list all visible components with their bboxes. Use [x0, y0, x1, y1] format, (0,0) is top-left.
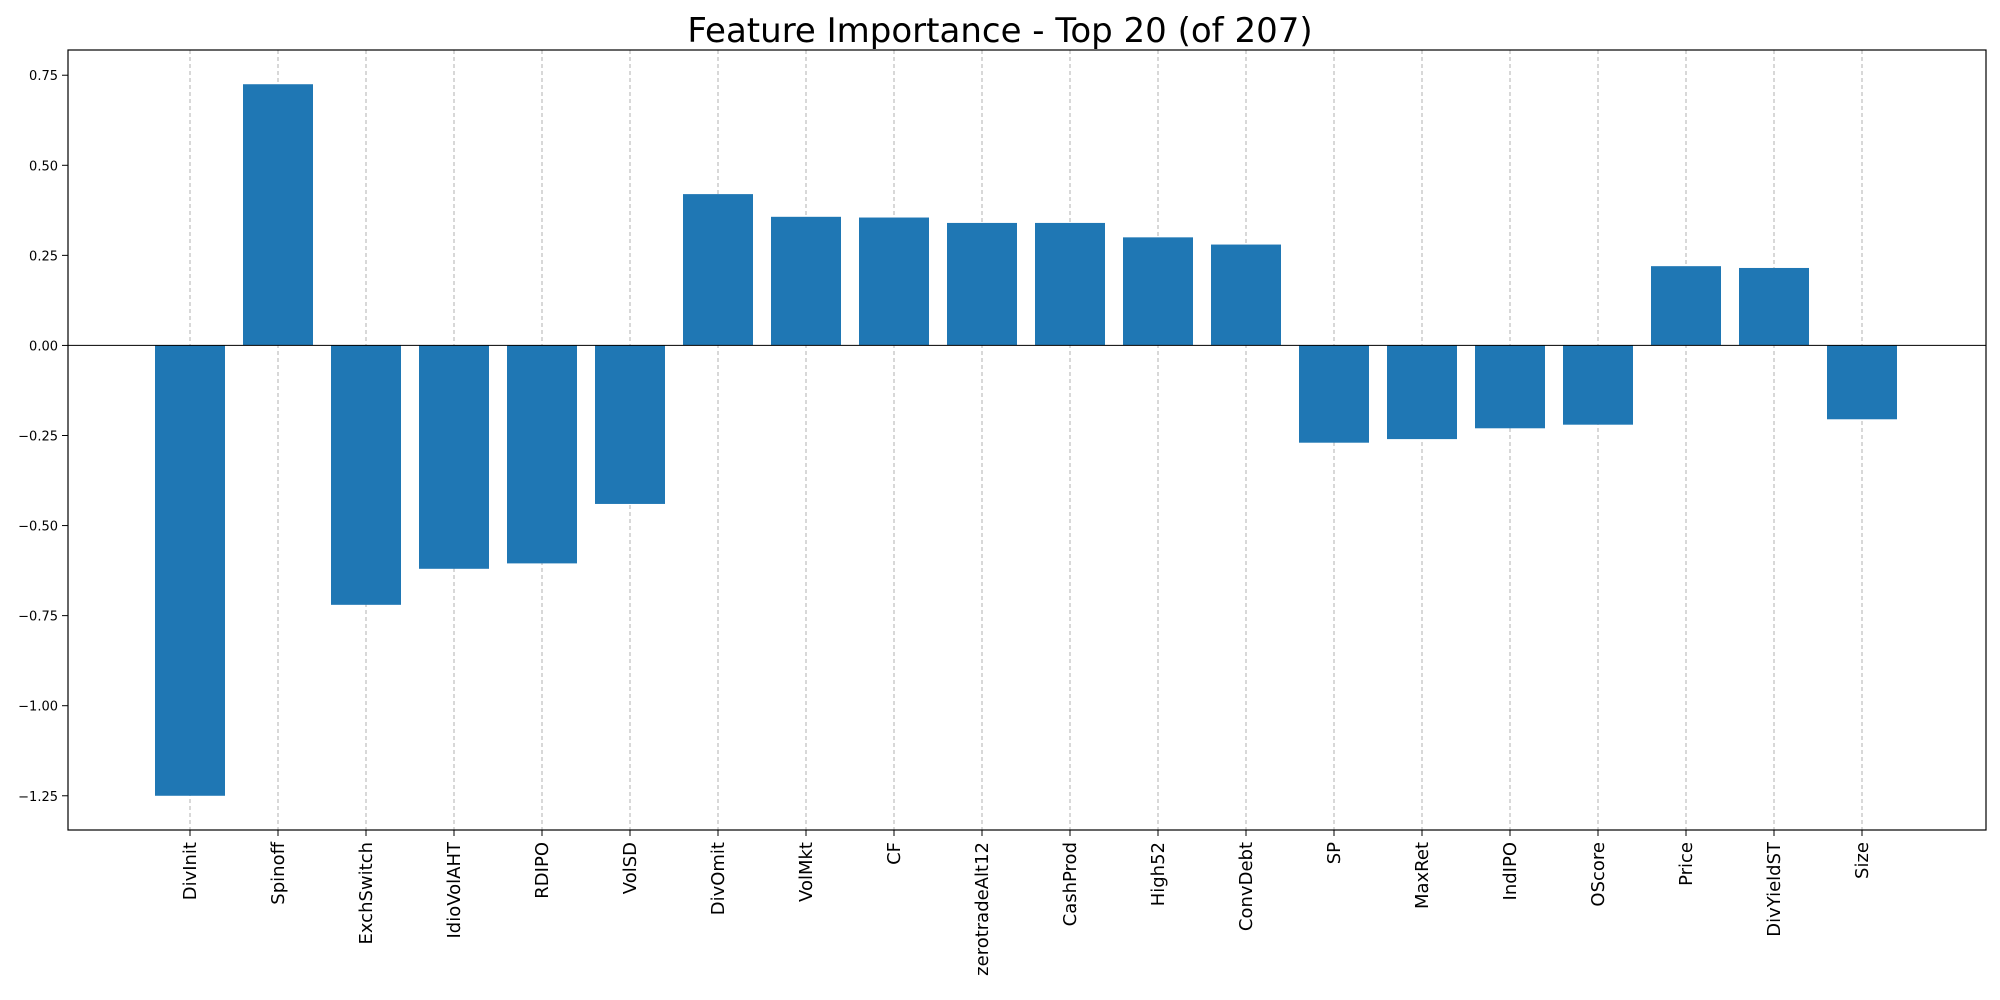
xtick-label: CF [884, 842, 905, 865]
bar-DivInit [155, 345, 225, 796]
xtick-label: ConvDebt [1236, 842, 1257, 931]
xtick-label: DivOmit [708, 842, 729, 915]
ytick-label: 0.50 [29, 159, 58, 174]
chart-title: Feature Importance - Top 20 (of 207) [687, 11, 1312, 51]
bars-layer [155, 84, 1897, 796]
xtick-label: Spinoff [268, 841, 289, 904]
ytick-label: −1.25 [18, 790, 58, 805]
bar-High52 [1123, 237, 1193, 346]
bar-ExchSwitch [331, 345, 401, 605]
ytick-label: −0.50 [18, 520, 58, 535]
xtick-label: DivYieldST [1764, 841, 1785, 937]
grid-layer [189, 50, 1863, 830]
xtick-label: High52 [1148, 842, 1169, 906]
xtick-label: IdioVolAHT [444, 841, 465, 939]
xtick-label: Size [1852, 842, 1873, 879]
bar-OScore [1563, 345, 1633, 425]
ytick-label: 0.00 [29, 339, 58, 354]
bar-IdioVolAHT [419, 345, 489, 569]
xtick-label: DivInit [180, 842, 201, 900]
ytick-label: 0.25 [29, 249, 58, 264]
xtick-label: RDIPO [532, 842, 553, 899]
ytick-label: −1.00 [18, 700, 58, 715]
bar-IndIPO [1475, 345, 1545, 429]
bar-MaxRet [1387, 345, 1457, 440]
axis-layer: 0.75 0.50 0.25 0.00 −0.25 −0.50 −0.75 −1.00 −1.2… [18, 69, 1986, 976]
bar-DivOmit [683, 194, 753, 346]
bar-RDIPO [507, 345, 577, 564]
xtick-label: Price [1676, 842, 1697, 886]
bar-Price [1651, 266, 1721, 346]
xtick-label: CashProd [1060, 842, 1081, 926]
bar-Spinoff [243, 84, 313, 346]
ytick-label: 0.75 [29, 69, 58, 84]
xtick-label: VolSD [620, 842, 641, 894]
bar-VolSD [595, 345, 665, 504]
bar-CashProd [1035, 222, 1105, 346]
bar-CF [859, 217, 929, 346]
xtick-label: MaxRet [1412, 842, 1433, 909]
bar-ConvDebt [1211, 244, 1281, 346]
bar-VolMkt [771, 216, 841, 346]
xtick-label: VolMkt [796, 842, 817, 902]
xtick-label: IndIPO [1500, 842, 1521, 900]
bar-Size [1827, 345, 1897, 420]
bar-zerotradeAlt12 [947, 222, 1017, 346]
xtick-label: OScore [1588, 842, 1609, 907]
bar-DivYieldST [1739, 267, 1809, 346]
xtick-label: zerotradeAlt12 [972, 842, 993, 976]
bar-SP [1299, 345, 1369, 443]
ytick-label: −0.25 [18, 429, 58, 444]
ytick-label: −0.75 [18, 610, 58, 625]
plot-frame [67, 49, 1987, 831]
xtick-label: ExchSwitch [356, 842, 377, 945]
xtick-label: SP [1324, 842, 1345, 864]
